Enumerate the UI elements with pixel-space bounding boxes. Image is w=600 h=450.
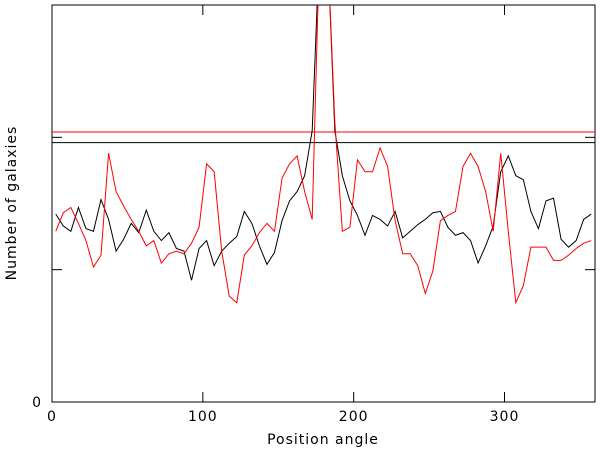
x-tick-label: 200 (339, 409, 369, 425)
x-tick-label: 300 (490, 409, 520, 425)
y-axis-label: Number of galaxies (4, 126, 20, 281)
series-line (55, 5, 592, 305)
plot-frame (51, 4, 596, 403)
x-axis-label: Position angle (267, 432, 379, 448)
series-line (55, 5, 592, 281)
x-tick-label: 100 (188, 409, 218, 425)
x-tick-label: 0 (47, 409, 57, 425)
y-tick-label: 0 (32, 395, 42, 411)
